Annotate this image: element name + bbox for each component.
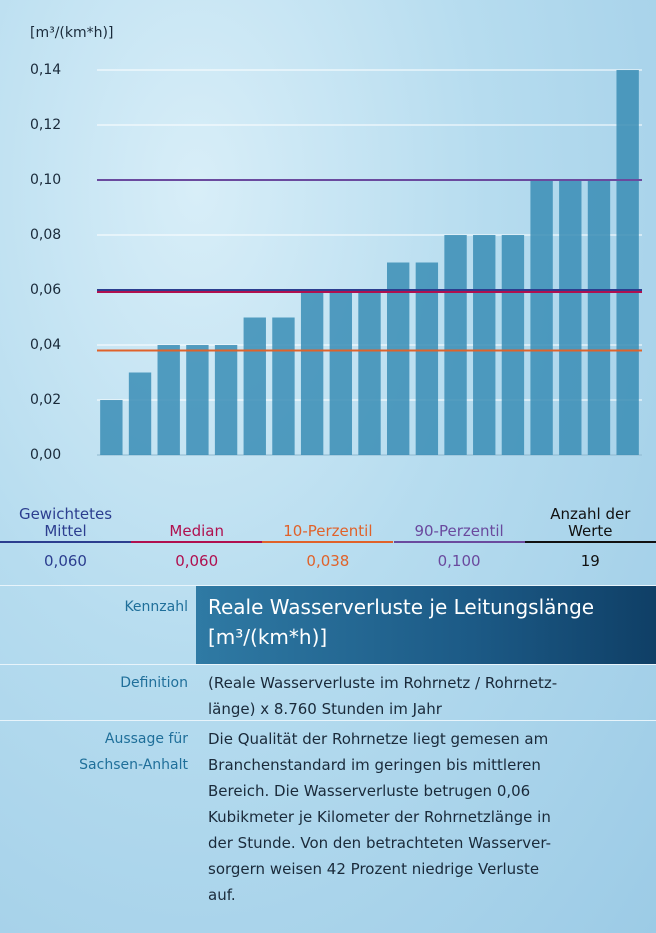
- stats-underline: [524, 541, 656, 543]
- info-text-line: auf.: [208, 886, 236, 904]
- stats-underline: [393, 541, 525, 543]
- stats-value: 0,100: [437, 552, 481, 570]
- y-tick-label: 0,10: [30, 172, 61, 188]
- info-text-line: [m³/(km*h)]: [208, 625, 328, 649]
- info-label: Kennzahl: [124, 594, 188, 620]
- y-tick-label: 0,14: [30, 62, 61, 78]
- info-text-line: der Stunde. Von den betrachteten Wasserv…: [208, 834, 552, 852]
- bar: [243, 317, 266, 455]
- bar: [358, 290, 381, 455]
- bar: [415, 262, 439, 455]
- info-label: Aussage für Sachsen-Anhalt: [79, 726, 188, 778]
- info-text-line: Kubikmeter je Kilometer der Rohrnetzläng…: [208, 808, 551, 826]
- info-row: Aussage für Sachsen-Anhalt Die Qualität de…: [0, 720, 656, 920]
- info-text-line: Branchenstandard im geringen bis mittler…: [208, 756, 541, 774]
- info-row: Definition (Reale Wasserverluste im Rohrn…: [0, 664, 656, 720]
- bar: [386, 262, 410, 455]
- y-tick-label: 0,00: [30, 447, 61, 463]
- stats-underline: [131, 541, 263, 543]
- stats-header: Gewichtetes Mittel: [0, 488, 131, 540]
- title-band: [196, 586, 656, 664]
- bar: [214, 345, 238, 455]
- rule: [0, 585, 656, 586]
- stats-header: 90-Perzentil: [394, 488, 525, 540]
- stats-header-text: 90-Perzentil: [414, 522, 504, 540]
- info-text-line: Reale Wasserverluste je Leitungslänge: [208, 595, 595, 619]
- y-tick-label: 0,12: [30, 117, 61, 133]
- stats-value: 0,060: [175, 552, 219, 570]
- bar: [559, 180, 582, 455]
- bar: [473, 235, 496, 455]
- bar: [444, 235, 467, 455]
- info-label-line: Aussage für: [104, 731, 188, 747]
- bar: [300, 290, 324, 455]
- bar: [501, 235, 525, 455]
- info-text: (Reale Wasserverluste im Rohrnetz / Rohr…: [208, 670, 557, 722]
- info-text-line: sorgern weisen 42 Prozent niedrige Verlu…: [208, 860, 540, 878]
- stats-header-text: Median: [169, 522, 224, 540]
- stats-value: 0,038: [306, 552, 350, 570]
- y-tick-label: 0,04: [30, 337, 61, 353]
- stats-value: 0,060: [44, 552, 87, 570]
- bar: [157, 345, 180, 455]
- bar: [272, 317, 295, 455]
- bar: [616, 70, 639, 455]
- stats-underline: [0, 541, 131, 543]
- info-label-line: Kennzahl: [124, 599, 188, 615]
- bar: [329, 290, 353, 455]
- stats-header: Median: [131, 488, 262, 540]
- y-tick-label: 0,06: [30, 282, 61, 298]
- info-label-line: Sachsen-Anhalt: [79, 757, 188, 773]
- bar: [530, 180, 553, 455]
- chart: [m³/(km*h)] 0,00 0,02 0,04 0,06 0,08 0,10 0,12…: [30, 25, 642, 463]
- bar: [186, 345, 209, 455]
- info-label-line: Definition: [120, 675, 188, 691]
- info-text-line: Die Qualität der Rohrnetze liegt gemesen…: [208, 730, 549, 748]
- y-tick-label: 0,08: [30, 227, 61, 243]
- rule: [0, 720, 656, 721]
- info-text-line: länge) x 8.760 Stunden im Jahr: [208, 700, 442, 718]
- bar: [100, 400, 123, 455]
- stats-header: Anzahl der Werte: [525, 488, 656, 540]
- info-row: Kennzahl Reale Wasserverluste je Leitungs…: [0, 586, 656, 664]
- stats-header-text: Gewichtetes Mittel: [18, 505, 113, 540]
- info-text-line: (Reale Wasserverluste im Rohrnetz / Rohr…: [208, 674, 558, 692]
- y-tick-label: 0,02: [30, 392, 61, 408]
- stats-header-text: Anzahl der Werte: [550, 505, 631, 540]
- info-text-line: Bereich. Die Wasserverluste betrugen 0,0…: [208, 782, 531, 800]
- stats-value: 19: [580, 552, 600, 570]
- stats-header: 10-Perzentil: [262, 488, 393, 540]
- stats-header-text: 10-Perzentil: [283, 522, 373, 540]
- y-axis-label: [m³/(km*h)]: [30, 25, 113, 41]
- rule: [0, 664, 656, 665]
- info-text: Reale Wasserverluste je Leitungslänge [m³…: [208, 592, 594, 652]
- bar: [128, 372, 152, 455]
- stats-underline: [262, 541, 394, 543]
- bar: [587, 180, 611, 455]
- info-label: Definition: [120, 670, 188, 696]
- info-text: Die Qualität der Rohrnetze liegt gemesen…: [208, 726, 551, 908]
